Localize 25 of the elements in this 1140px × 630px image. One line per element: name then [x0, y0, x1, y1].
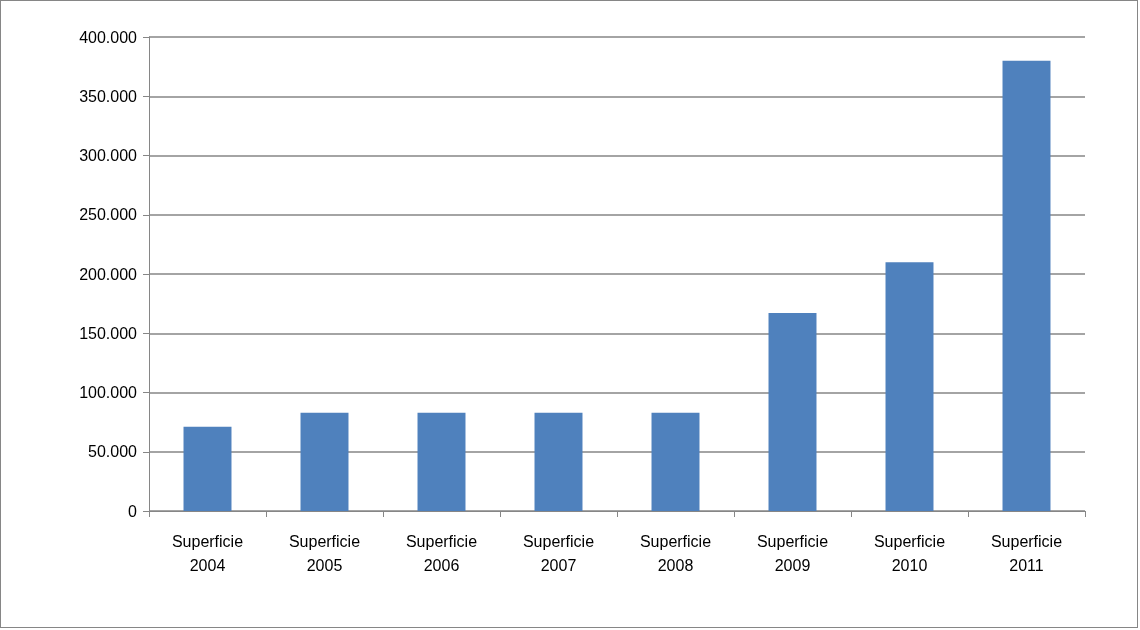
y-tick-label: 50.000 — [88, 443, 138, 461]
y-tick-label: 250.000 — [79, 206, 138, 224]
y-tick-label: 400.000 — [79, 28, 138, 46]
x-tick-label: Superficie 2008 — [639, 532, 712, 574]
y-tick-label: 0 — [128, 502, 138, 520]
x-tick-label: Superficie 2011 — [990, 532, 1063, 574]
y-tick-label: 300.000 — [79, 147, 138, 164]
y-tick-label: 350.000 — [79, 87, 138, 105]
bar — [768, 313, 817, 511]
x-tick-label: Superficie 2010 — [873, 532, 946, 574]
bar — [300, 412, 349, 511]
bar — [183, 426, 232, 511]
y-tick-label: 200.000 — [79, 265, 138, 283]
x-tick-label: Superficie 2005 — [288, 532, 361, 574]
bar — [1002, 60, 1051, 511]
y-tick-label: 150.000 — [79, 324, 138, 342]
bar — [651, 412, 700, 511]
x-tick-label: Superficie 2007 — [522, 532, 595, 574]
bar — [417, 412, 466, 511]
bar — [885, 262, 934, 511]
x-tick-label: Superficie 2009 — [756, 532, 829, 574]
x-tick-label: Superficie 2006 — [405, 532, 478, 574]
bar — [534, 412, 583, 511]
x-tick-label: Superficie 2004 — [171, 532, 244, 574]
y-tick-label: 100.000 — [79, 384, 138, 401]
